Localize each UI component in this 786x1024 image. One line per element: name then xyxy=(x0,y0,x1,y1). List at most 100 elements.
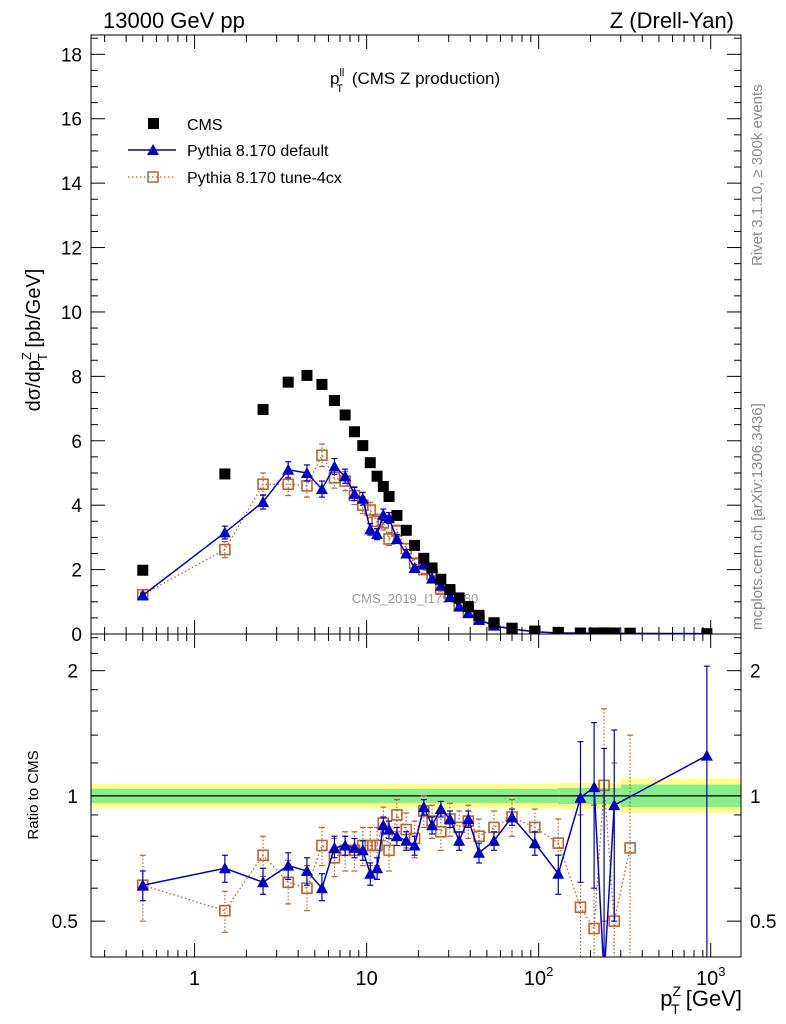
ratio-y-tick-label: 2 xyxy=(67,662,78,683)
default-point xyxy=(400,547,413,559)
x-axis-label: pZ T [GeV] xyxy=(660,983,742,1017)
cms-point xyxy=(391,509,403,521)
cms-point xyxy=(462,601,474,613)
cms-point xyxy=(219,468,231,480)
main-y-label: dσ/dpZT [pb/GeV] xyxy=(19,269,50,412)
mcplots-text: mcplots.cern.ch [arXiv:1306.3436] xyxy=(749,403,766,630)
cms-point xyxy=(624,627,636,634)
cms-point xyxy=(377,481,389,493)
x-tick-label: 103 xyxy=(696,964,725,990)
main-y-tick-label: 16 xyxy=(61,110,82,131)
default-point xyxy=(339,470,352,482)
ratio-tune-4cx-point xyxy=(624,842,636,854)
cms-point xyxy=(137,564,149,576)
default-point xyxy=(364,523,377,535)
legend-default-marker xyxy=(147,144,159,155)
default-point xyxy=(218,526,231,538)
plot-title: pll T (CMS Z production) xyxy=(330,67,500,95)
cms-point xyxy=(301,369,313,381)
default-point xyxy=(348,487,361,499)
ratio-default-point xyxy=(417,801,430,813)
default-point xyxy=(371,528,384,540)
ratio-default-point xyxy=(400,834,413,846)
ratio-panel: 1 10 102 103 0.5 0.5 1 1 2 2 xyxy=(52,633,776,990)
cms-point xyxy=(418,552,430,564)
legend-tune-label: Pythia 8.170 tune-4cx xyxy=(187,170,342,187)
main-y-tick-label: 8 xyxy=(71,367,82,388)
x-tick-label: 10 xyxy=(355,968,377,990)
cms-point xyxy=(339,409,351,421)
ratio-y-tick-label-right: 2 xyxy=(750,662,761,683)
default-point xyxy=(408,561,421,573)
cms-point xyxy=(400,524,412,536)
default-point xyxy=(356,492,369,504)
ratio-default-point xyxy=(473,846,486,858)
ratio-tune-4cx-point xyxy=(488,821,500,834)
ratio-tune-4cx-point xyxy=(383,844,395,857)
ratio-y-tick-label: 1 xyxy=(67,787,78,808)
ratio-y-tick-label-right: 0.5 xyxy=(750,912,776,933)
main-y-tick-label: 14 xyxy=(61,174,83,195)
ratio-tune-4cx-point xyxy=(316,839,328,852)
legend: CMS Pythia 8.170 default Pythia 8.170 tu… xyxy=(128,117,342,187)
ratio-default-point xyxy=(300,864,313,876)
x-tick-label: 102 xyxy=(524,964,553,990)
ratio-tune-4cx-point xyxy=(552,837,565,849)
cms-point xyxy=(348,426,360,438)
default-point xyxy=(426,572,439,584)
ratio-default-point xyxy=(528,837,541,849)
cms-point xyxy=(444,584,456,596)
cms-point xyxy=(598,627,610,634)
header-right: Z (Drell-Yan) xyxy=(610,8,734,33)
cms-point xyxy=(383,490,395,502)
ratio-tune-4cx-line xyxy=(142,785,631,931)
ratio-default-point xyxy=(282,859,295,871)
ratio-tune-4cx-point xyxy=(371,839,383,852)
cms-point xyxy=(426,562,438,574)
ratio-y-label: Ratio to CMS xyxy=(25,750,42,839)
ratio-default-point xyxy=(408,839,421,851)
tune-4cx-point xyxy=(371,515,383,528)
default-point xyxy=(257,495,270,507)
ratio-default-point xyxy=(328,841,341,853)
rivet-version-text: Rivet 3.1.10, ≥ 300k events xyxy=(749,84,766,266)
ratio-default-point xyxy=(608,799,621,811)
ratio-tune-4cx-point xyxy=(364,839,377,852)
main-y-tick-label: 4 xyxy=(71,496,82,517)
ratio-data xyxy=(136,665,713,957)
cms-point xyxy=(488,617,500,629)
ratio-default-point xyxy=(348,841,361,853)
legend-cms-label: CMS xyxy=(187,117,223,134)
ratio-default-point xyxy=(462,813,475,825)
ratio-default-point xyxy=(339,839,352,851)
cms-point xyxy=(316,378,328,390)
ratio-tune-4cx-point xyxy=(219,904,231,917)
cms-point xyxy=(473,609,485,621)
legend-default-label: Pythia 8.170 default xyxy=(187,143,329,160)
ratio-default-point xyxy=(574,791,587,803)
default-line xyxy=(142,465,707,634)
ratio-default-point xyxy=(487,834,500,846)
ratio-default-point xyxy=(700,749,713,761)
main-data xyxy=(136,369,713,634)
ratio-tune-4cx-point xyxy=(588,922,600,935)
cms-point xyxy=(364,457,376,469)
default-point xyxy=(315,483,328,495)
tune-4cx-point xyxy=(316,449,328,462)
default-point xyxy=(462,607,475,619)
ratio-default-point xyxy=(371,862,384,874)
ratio-default-point xyxy=(443,813,456,825)
ratio-default-point xyxy=(390,830,403,842)
main-y-tick-label: 12 xyxy=(61,239,82,260)
ratio-default-point xyxy=(552,867,565,879)
legend-tune-marker xyxy=(147,171,159,183)
ratio-default-point xyxy=(426,819,439,831)
default-point xyxy=(300,466,313,478)
ratio-tune-4cx-point xyxy=(257,849,269,862)
cms-point xyxy=(574,627,586,634)
ratio-default-point xyxy=(364,867,377,879)
cms-point xyxy=(257,404,269,416)
default-point xyxy=(328,460,341,472)
ratio-default-point xyxy=(383,823,396,835)
